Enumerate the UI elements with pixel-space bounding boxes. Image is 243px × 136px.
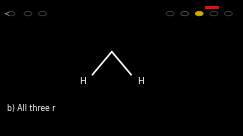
Circle shape [195,11,203,16]
Text: b) All three r: b) All three r [7,104,56,113]
Text: <: < [3,11,9,17]
Bar [205,6,219,9]
Text: H: H [79,77,86,86]
Text: H: H [138,77,144,86]
